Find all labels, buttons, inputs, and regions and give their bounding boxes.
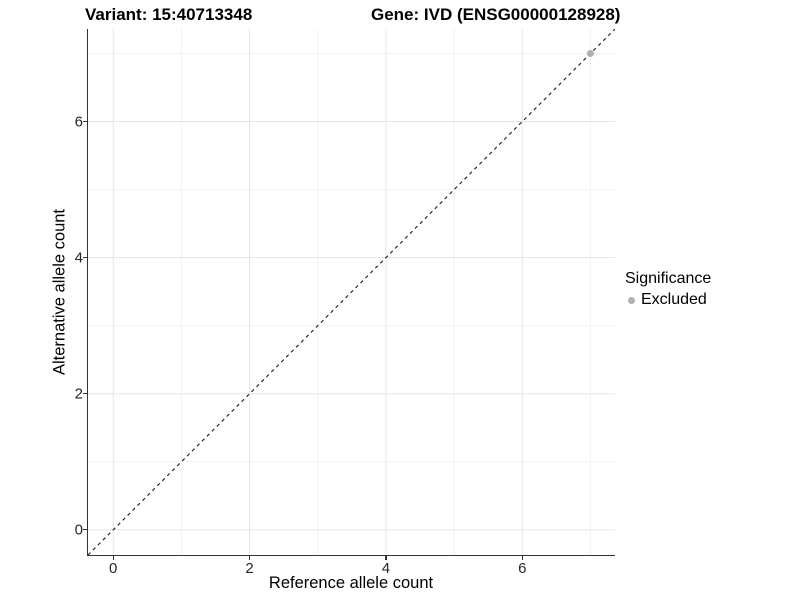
x-tick-mark — [249, 556, 251, 560]
plot-panel — [88, 29, 615, 555]
legend-items: Excluded — [625, 291, 711, 309]
x-tick-mark — [112, 556, 114, 560]
y-axis-line — [87, 29, 89, 556]
y-tick-mark — [83, 529, 87, 531]
plot-title-variant: Variant: 15:40713348 — [85, 5, 253, 24]
legend: Significance Excluded — [625, 270, 711, 309]
x-axis-line — [87, 555, 615, 557]
x-tick-mark — [521, 556, 523, 560]
x-tick-label: 0 — [109, 560, 118, 577]
y-tick-mark — [83, 121, 87, 123]
plot-title-gene: Gene: IVD (ENSG00000128928) — [371, 5, 621, 24]
panel-canvas — [88, 29, 615, 555]
y-tick-mark — [83, 257, 87, 259]
data-point — [586, 49, 594, 57]
legend-item-label: Excluded — [641, 291, 707, 308]
y-tick-label: 2 — [74, 385, 83, 403]
legend-point-icon — [628, 296, 635, 304]
y-tick-mark — [83, 393, 87, 395]
legend-title: Significance — [625, 270, 712, 287]
y-tick-label: 0 — [74, 521, 83, 539]
y-tick-label: 4 — [74, 249, 83, 267]
x-axis-title: Reference allele count — [268, 574, 434, 592]
y-axis-title: Alternative allele count — [50, 208, 69, 376]
x-tick-label: 4 — [381, 560, 391, 577]
x-tick-label: 6 — [518, 560, 527, 577]
y-tick-label: 6 — [74, 113, 83, 131]
x-tick-label: 2 — [245, 560, 254, 577]
legend-item: Excluded — [625, 291, 711, 309]
x-tick-mark — [385, 556, 387, 560]
identity-dashed-line — [88, 29, 615, 555]
